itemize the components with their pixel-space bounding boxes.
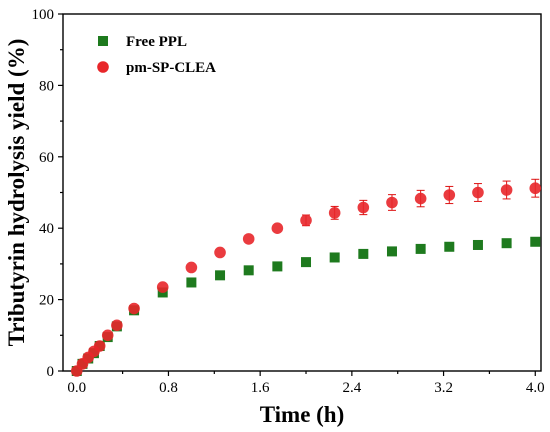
legend-label-pm-sp-clea: pm-SP-CLEA [126, 60, 216, 76]
data-marks [70, 178, 542, 377]
legend-marker-pm-sp-clea [97, 61, 109, 73]
x-tick-label: 0.8 [159, 380, 178, 396]
free-ppl-point [329, 252, 340, 263]
pm-sp-clea-point [443, 189, 456, 201]
pm-sp-clea-point [128, 302, 140, 315]
pm-sp-clea-point [472, 186, 484, 199]
pm-sp-clea-point [111, 319, 123, 332]
free-ppl-point [272, 261, 283, 272]
y-axis-title: Tributyrin hydrolysis yield (%) [4, 39, 29, 347]
pm-sp-clea-point [101, 329, 114, 342]
x-tick-label: 4.0 [526, 380, 545, 396]
pm-sp-clea-point [414, 192, 427, 205]
legend-marker-free-ppl [98, 36, 108, 46]
pm-sp-clea-point [156, 281, 169, 293]
pm-sp-clea-point [242, 233, 255, 245]
x-tick-label: 0.0 [67, 380, 86, 396]
pm-sp-clea-point [529, 182, 542, 195]
pm-sp-clea-point [185, 261, 198, 274]
x-axis-title: Time (h) [260, 402, 345, 427]
y-tick-label: 20 [39, 293, 54, 309]
pm-sp-clea-point [328, 207, 341, 219]
pm-sp-clea-point [500, 184, 513, 196]
free-ppl-point [501, 238, 512, 249]
free-ppl-point [358, 248, 369, 259]
free-ppl-point [415, 243, 426, 254]
x-tick-label: 2.4 [342, 380, 361, 396]
free-ppl-point [243, 265, 254, 276]
x-tick-label: 3.2 [434, 380, 453, 396]
free-ppl-point [472, 239, 483, 250]
free-ppl-point [530, 236, 541, 247]
legend: Free PPL pm-SP-CLEA [97, 34, 216, 76]
pm-sp-clea-point [357, 201, 370, 214]
free-ppl-point [301, 257, 312, 268]
free-ppl-point [444, 241, 455, 252]
y-tick-label: 100 [32, 7, 55, 23]
legend-label-free-ppl: Free PPL [126, 34, 187, 50]
pm-sp-clea-point [93, 340, 106, 352]
pm-sp-clea-point [300, 214, 312, 227]
y-tick-label: 40 [39, 221, 54, 237]
pm-sp-clea-point [271, 222, 284, 234]
pm-sp-clea-point [214, 246, 226, 259]
y-tick-label: 80 [39, 78, 54, 94]
x-tick-label: 1.6 [251, 380, 270, 396]
y-tick-label: 0 [47, 364, 55, 380]
free-ppl-point [215, 270, 226, 281]
free-ppl-point [386, 246, 397, 257]
pm-sp-clea-point [386, 196, 398, 209]
free-ppl-point [186, 277, 197, 288]
ticks: 0.0 0.8 1.6 2.4 3.2 4.0 0 20 40 60 80 100 [32, 7, 545, 396]
y-tick-label: 60 [39, 150, 54, 166]
